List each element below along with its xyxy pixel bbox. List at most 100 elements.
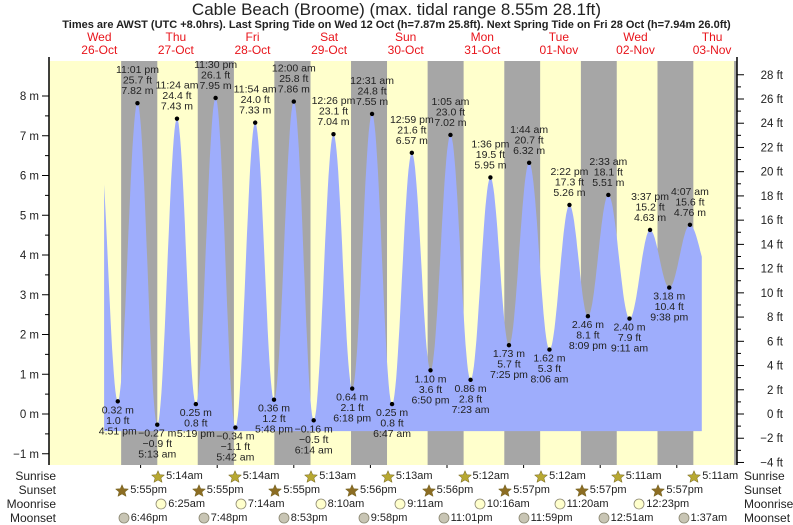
- tide-label-ft: 8.1 ft: [576, 330, 599, 342]
- tide-label-time: 2:22 pm: [550, 166, 588, 178]
- sunrise-time: 5:14am: [242, 470, 280, 482]
- moon-icon: [438, 512, 449, 524]
- sunset-time: 5:57pm: [589, 484, 627, 496]
- tide-label-ft: 10.4 ft: [655, 301, 684, 313]
- moon-icon: [315, 498, 326, 510]
- tide-label-m: 6.57 m: [396, 135, 428, 147]
- tide-label-time: 1:36 pm: [471, 138, 509, 150]
- tide-label-m: 7.33 m: [239, 105, 271, 117]
- tide-label-ft: 24.0 ft: [241, 94, 270, 106]
- y-tick-label-m: 5 m: [20, 210, 39, 222]
- tide-label-ft: 0.8 ft: [184, 418, 207, 430]
- moon-icon: [554, 498, 565, 510]
- tide-label-ft: 24.4 ft: [162, 90, 191, 102]
- low-tide-marker: [428, 368, 433, 373]
- sunrise-time: 5:13am: [319, 470, 356, 482]
- moon-icon: [155, 498, 167, 510]
- star-icon: [380, 469, 395, 483]
- tide-label-m: 1.10 m: [414, 373, 446, 385]
- moon-icon: [518, 512, 529, 524]
- tide-label-time: 12:59 pm: [390, 114, 434, 126]
- tide-area: [104, 98, 702, 432]
- y-tick-label-ft: 28 ft: [761, 70, 784, 82]
- star-icon: [534, 469, 549, 483]
- tide-label-ft: 3.6 ft: [419, 384, 442, 396]
- tide-label-time: 11:24 am: [155, 80, 198, 92]
- moonrise-time: 9:11am: [407, 498, 444, 510]
- sunset-event: 5:56pm: [421, 483, 474, 497]
- sunrise-event: 5:13am: [304, 469, 356, 483]
- tide-label-ft: 2.8 ft: [459, 393, 482, 405]
- high-tide-marker: [687, 222, 693, 227]
- moon-icon: [678, 512, 689, 524]
- moonset-time: 7:48pm: [210, 512, 248, 524]
- tide-label-time: 12:26 pm: [312, 95, 356, 107]
- high-tide-marker: [369, 111, 375, 117]
- moonrise-event: 8:10am: [315, 497, 364, 511]
- tide-label-m: −0.34 m: [216, 431, 254, 443]
- tide-label-m: 7.55 m: [356, 96, 388, 108]
- tide-label-time: 12:00 am: [272, 63, 316, 75]
- tide-label-ft: 7.9 ft: [618, 332, 641, 344]
- sunset-label-right: Sunset: [744, 483, 782, 497]
- tide-label-ft: 24.8 ft: [357, 85, 386, 97]
- y-tick-label-m: 4 m: [20, 250, 39, 262]
- tide-label-m: 4.76 m: [674, 207, 706, 219]
- tide-label-m: 7.02 m: [434, 117, 466, 129]
- sunset-time: 5:56pm: [436, 484, 474, 496]
- tide-label-m: 0.25 m: [180, 407, 212, 419]
- high-tide-marker: [409, 150, 415, 156]
- moon-icon: [235, 498, 247, 510]
- moonset-time: 1:37am: [690, 512, 728, 524]
- y-tick-label-ft: −4 ft: [760, 457, 784, 469]
- day-label: Sat 29-Oct: [294, 31, 364, 57]
- sunrise-event: 5:13am: [380, 469, 433, 483]
- day-of-week: Wed: [87, 30, 112, 44]
- tide-label-ft: 5.7 ft: [497, 359, 520, 371]
- tide-label-ft: 15.6 ft: [675, 196, 704, 208]
- tide-label-m: 5.26 m: [553, 187, 585, 199]
- day-label: Wed 02-Nov: [601, 31, 671, 57]
- moonrise-label-left: Moonrise: [6, 497, 56, 511]
- tide-label-time: 11:54 am: [234, 84, 277, 96]
- tide-label-time: 1:44 am: [510, 124, 548, 136]
- star-icon: [457, 469, 472, 483]
- tide-label-m: 0.86 m: [455, 383, 487, 395]
- star-icon: [574, 483, 589, 497]
- y-tick-label-ft: 16 ft: [761, 215, 784, 227]
- day-label: Tue 01-Nov: [524, 31, 594, 57]
- tide-label-time: 6:14 am: [295, 444, 333, 456]
- tide-label-time: 11:30 pm: [194, 59, 237, 71]
- sunrise-time: 5:12am: [472, 470, 510, 482]
- low-tide-marker: [155, 422, 160, 427]
- moonrise-time: 6:25am: [168, 498, 205, 510]
- chart-title: Cable Beach (Broome) (max. tidal range 8…: [191, 0, 602, 19]
- y-tick-label-ft: 10 ft: [761, 288, 784, 300]
- sunrise-event: 5:12am: [534, 469, 586, 483]
- day-of-week: Thu: [165, 30, 187, 44]
- low-tide-marker: [627, 316, 632, 321]
- y-tick-label-m: 1 m: [20, 369, 39, 381]
- day-date: 02-Nov: [616, 43, 655, 57]
- high-tide-marker: [213, 95, 218, 101]
- sunset-event: 5:55pm: [268, 483, 320, 497]
- sunset-event: 5:57pm: [651, 483, 703, 497]
- day-label: Mon 31-Oct: [447, 31, 517, 57]
- day-date: 31-Oct: [464, 43, 501, 57]
- sunset-label-left: Sunset: [18, 483, 56, 497]
- day-label: Thu 03-Nov: [677, 31, 747, 57]
- tide-label-ft: 26.1 ft: [201, 69, 230, 81]
- star-icon: [227, 469, 242, 483]
- day-of-week: Wed: [623, 30, 648, 44]
- star-icon: [115, 483, 130, 497]
- moonrise-event: 11:20am: [554, 497, 609, 511]
- sunrise-event: 5:14am: [227, 469, 280, 483]
- tide-label-ft: 21.6 ft: [397, 124, 426, 136]
- low-tide-marker: [233, 425, 238, 430]
- tide-label-ft: 20.7 ft: [515, 134, 544, 146]
- moonrise-time: 10:16am: [486, 498, 530, 510]
- tide-label-ft: 0.8 ft: [380, 418, 403, 430]
- sunrise-event: 5:14am: [151, 469, 203, 483]
- y-tick-label-m: 7 m: [20, 131, 39, 143]
- tide-label-time: 5:48 pm: [255, 424, 293, 436]
